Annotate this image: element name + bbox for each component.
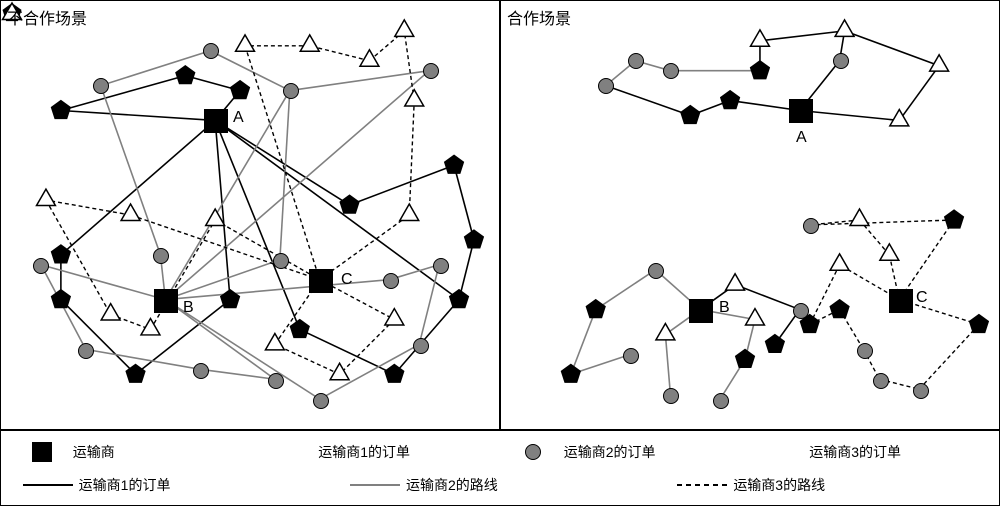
carrier2-order-node [273,253,289,269]
carrier2-order-node [623,348,639,364]
carrier-hub [889,289,913,313]
panel-left-title: 不合作场景 [7,5,87,29]
carrier2-order-node [78,343,94,359]
carrier-hub [204,109,228,133]
hub-label: B [719,299,730,317]
carrier2-order-node [313,393,329,409]
carrier2-order-node [793,303,809,319]
carrier2-order-node [713,393,729,409]
carrier2-order-node [153,248,169,264]
carrier-hub [789,99,813,123]
carrier2-order-node [663,63,679,79]
carrier2-order-node [598,78,614,94]
page: 不合作场景 A B C 合作场景 A B C 运输商运输商1的订单运输商2的订单运输商3… [0,0,1000,506]
carrier2-order-node [433,258,449,274]
carrier2-order-node [663,388,679,404]
carrier2-order-node [803,218,819,234]
carrier2-order-node [833,53,849,69]
carrier2-order-node [913,383,929,399]
legend-row-1: 运输商运输商1的订单运输商2的订单运输商3的订单 [9,436,991,468]
carrier2-order-node [383,273,399,289]
carrier2-order-node [857,343,873,359]
hub-label: C [916,289,928,307]
carrier2-order-node [283,83,299,99]
legend: 运输商运输商1的订单运输商2的订单运输商3的订单 运输商1的订单运输商2的路线运… [0,430,1000,506]
carrier-hub [309,269,333,293]
panel-right-title: 合作场景 [507,5,571,29]
carrier2-order-node [423,63,439,79]
hub-label: A [233,109,244,127]
triangle-icon [753,440,803,464]
carrier2-order-node [873,373,889,389]
carrier-hub [154,289,178,313]
carrier2-order-node [33,258,49,274]
carrier2-order-node [203,43,219,59]
hub-label: A [796,129,807,147]
carrier-hub [689,299,713,323]
carrier2-order-node [93,78,109,94]
hub-label: C [341,271,353,289]
carrier2-order-node [193,363,209,379]
hub-label: B [183,299,194,317]
legend-item: 运输商3的订单 [753,440,983,464]
carrier2-order-node [628,53,644,69]
carrier2-order-node [648,263,664,279]
carrier2-order-node [413,338,429,354]
carrier2-order-node [268,373,284,389]
